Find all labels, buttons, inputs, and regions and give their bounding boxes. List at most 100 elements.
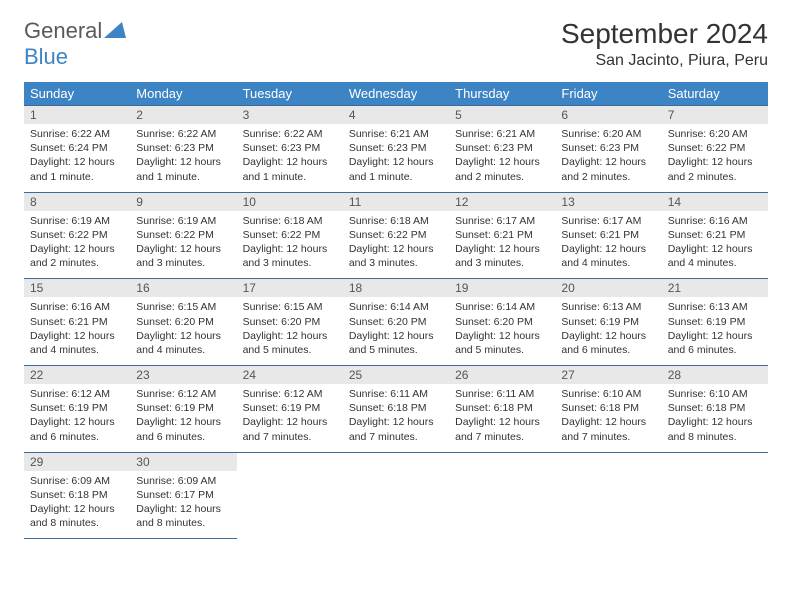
day-body: Sunrise: 6:21 AMSunset: 6:23 PMDaylight:… [343, 124, 449, 192]
day-number: 20 [555, 279, 661, 297]
day-cell: 23Sunrise: 6:12 AMSunset: 6:19 PMDayligh… [130, 366, 236, 453]
day-number: 10 [237, 193, 343, 211]
day-number: 17 [237, 279, 343, 297]
day-body: Sunrise: 6:10 AMSunset: 6:18 PMDaylight:… [555, 384, 661, 452]
day-body: Sunrise: 6:14 AMSunset: 6:20 PMDaylight:… [343, 297, 449, 365]
day-number: 27 [555, 366, 661, 384]
day-body: Sunrise: 6:16 AMSunset: 6:21 PMDaylight:… [24, 297, 130, 365]
day-body: Sunrise: 6:12 AMSunset: 6:19 PMDaylight:… [24, 384, 130, 452]
day-cell: .. [343, 452, 449, 539]
logo-text-blue: Blue [24, 44, 68, 69]
location: San Jacinto, Piura, Peru [561, 52, 768, 70]
day-cell: .. [662, 452, 768, 539]
day-body: Sunrise: 6:22 AMSunset: 6:23 PMDaylight:… [237, 124, 343, 192]
day-number: 9 [130, 193, 236, 211]
day-cell: 10Sunrise: 6:18 AMSunset: 6:22 PMDayligh… [237, 192, 343, 279]
day-cell: 15Sunrise: 6:16 AMSunset: 6:21 PMDayligh… [24, 279, 130, 366]
day-body: Sunrise: 6:16 AMSunset: 6:21 PMDaylight:… [662, 211, 768, 279]
week-row: 29Sunrise: 6:09 AMSunset: 6:18 PMDayligh… [24, 452, 768, 539]
month-title: September 2024 [561, 18, 768, 50]
day-number: 28 [662, 366, 768, 384]
day-body: Sunrise: 6:18 AMSunset: 6:22 PMDaylight:… [237, 211, 343, 279]
day-cell: 17Sunrise: 6:15 AMSunset: 6:20 PMDayligh… [237, 279, 343, 366]
day-cell: 22Sunrise: 6:12 AMSunset: 6:19 PMDayligh… [24, 366, 130, 453]
day-body: Sunrise: 6:20 AMSunset: 6:22 PMDaylight:… [662, 124, 768, 192]
day-cell: 19Sunrise: 6:14 AMSunset: 6:20 PMDayligh… [449, 279, 555, 366]
day-cell: 30Sunrise: 6:09 AMSunset: 6:17 PMDayligh… [130, 452, 236, 539]
day-body: Sunrise: 6:12 AMSunset: 6:19 PMDaylight:… [237, 384, 343, 452]
day-cell: 28Sunrise: 6:10 AMSunset: 6:18 PMDayligh… [662, 366, 768, 453]
day-number: 2 [130, 106, 236, 124]
day-body: Sunrise: 6:22 AMSunset: 6:24 PMDaylight:… [24, 124, 130, 192]
day-body: Sunrise: 6:10 AMSunset: 6:18 PMDaylight:… [662, 384, 768, 452]
day-body: Sunrise: 6:17 AMSunset: 6:21 PMDaylight:… [555, 211, 661, 279]
day-number: 3 [237, 106, 343, 124]
day-cell: 18Sunrise: 6:14 AMSunset: 6:20 PMDayligh… [343, 279, 449, 366]
day-cell: 26Sunrise: 6:11 AMSunset: 6:18 PMDayligh… [449, 366, 555, 453]
day-body: Sunrise: 6:22 AMSunset: 6:23 PMDaylight:… [130, 124, 236, 192]
week-row: 15Sunrise: 6:16 AMSunset: 6:21 PMDayligh… [24, 279, 768, 366]
header: General Blue September 2024 San Jacinto,… [24, 18, 768, 70]
day-number: 8 [24, 193, 130, 211]
logo-sail-icon [104, 22, 126, 38]
dow-wednesday: Wednesday [343, 82, 449, 106]
day-body: Sunrise: 6:11 AMSunset: 6:18 PMDaylight:… [343, 384, 449, 452]
day-number: 1 [24, 106, 130, 124]
day-cell: 8Sunrise: 6:19 AMSunset: 6:22 PMDaylight… [24, 192, 130, 279]
logo-text-general: General [24, 18, 102, 43]
day-number: 18 [343, 279, 449, 297]
day-cell: .. [555, 452, 661, 539]
day-number: 19 [449, 279, 555, 297]
day-cell: 4Sunrise: 6:21 AMSunset: 6:23 PMDaylight… [343, 106, 449, 193]
day-number: 15 [24, 279, 130, 297]
day-number: 22 [24, 366, 130, 384]
day-body: Sunrise: 6:19 AMSunset: 6:22 PMDaylight:… [24, 211, 130, 279]
day-cell: 9Sunrise: 6:19 AMSunset: 6:22 PMDaylight… [130, 192, 236, 279]
day-cell: 1Sunrise: 6:22 AMSunset: 6:24 PMDaylight… [24, 106, 130, 193]
day-cell: 2Sunrise: 6:22 AMSunset: 6:23 PMDaylight… [130, 106, 236, 193]
day-body: Sunrise: 6:11 AMSunset: 6:18 PMDaylight:… [449, 384, 555, 452]
day-body: Sunrise: 6:15 AMSunset: 6:20 PMDaylight:… [237, 297, 343, 365]
day-number: 29 [24, 453, 130, 471]
dow-friday: Friday [555, 82, 661, 106]
day-body: Sunrise: 6:20 AMSunset: 6:23 PMDaylight:… [555, 124, 661, 192]
day-number: 13 [555, 193, 661, 211]
day-cell: 27Sunrise: 6:10 AMSunset: 6:18 PMDayligh… [555, 366, 661, 453]
day-number: 5 [449, 106, 555, 124]
dow-monday: Monday [130, 82, 236, 106]
day-cell: .. [449, 452, 555, 539]
day-number: 30 [130, 453, 236, 471]
dow-sunday: Sunday [24, 82, 130, 106]
day-cell: 5Sunrise: 6:21 AMSunset: 6:23 PMDaylight… [449, 106, 555, 193]
day-number: 7 [662, 106, 768, 124]
day-number: 16 [130, 279, 236, 297]
title-block: September 2024 San Jacinto, Piura, Peru [561, 18, 768, 70]
day-number: 14 [662, 193, 768, 211]
day-body: Sunrise: 6:15 AMSunset: 6:20 PMDaylight:… [130, 297, 236, 365]
day-number: 12 [449, 193, 555, 211]
day-cell: 6Sunrise: 6:20 AMSunset: 6:23 PMDaylight… [555, 106, 661, 193]
day-body: Sunrise: 6:09 AMSunset: 6:17 PMDaylight:… [130, 471, 236, 539]
week-row: 22Sunrise: 6:12 AMSunset: 6:19 PMDayligh… [24, 366, 768, 453]
calendar-table: Sunday Monday Tuesday Wednesday Thursday… [24, 82, 768, 539]
dow-tuesday: Tuesday [237, 82, 343, 106]
day-cell: 13Sunrise: 6:17 AMSunset: 6:21 PMDayligh… [555, 192, 661, 279]
day-cell: 11Sunrise: 6:18 AMSunset: 6:22 PMDayligh… [343, 192, 449, 279]
week-row: 8Sunrise: 6:19 AMSunset: 6:22 PMDaylight… [24, 192, 768, 279]
day-cell: 12Sunrise: 6:17 AMSunset: 6:21 PMDayligh… [449, 192, 555, 279]
dow-row: Sunday Monday Tuesday Wednesday Thursday… [24, 82, 768, 106]
week-row: 1Sunrise: 6:22 AMSunset: 6:24 PMDaylight… [24, 106, 768, 193]
day-body: Sunrise: 6:09 AMSunset: 6:18 PMDaylight:… [24, 471, 130, 539]
day-cell: 14Sunrise: 6:16 AMSunset: 6:21 PMDayligh… [662, 192, 768, 279]
day-cell: 21Sunrise: 6:13 AMSunset: 6:19 PMDayligh… [662, 279, 768, 366]
day-cell: .. [237, 452, 343, 539]
day-body: Sunrise: 6:18 AMSunset: 6:22 PMDaylight:… [343, 211, 449, 279]
day-cell: 24Sunrise: 6:12 AMSunset: 6:19 PMDayligh… [237, 366, 343, 453]
day-cell: 25Sunrise: 6:11 AMSunset: 6:18 PMDayligh… [343, 366, 449, 453]
day-cell: 20Sunrise: 6:13 AMSunset: 6:19 PMDayligh… [555, 279, 661, 366]
day-body: Sunrise: 6:13 AMSunset: 6:19 PMDaylight:… [662, 297, 768, 365]
day-cell: 29Sunrise: 6:09 AMSunset: 6:18 PMDayligh… [24, 452, 130, 539]
day-number: 26 [449, 366, 555, 384]
dow-thursday: Thursday [449, 82, 555, 106]
day-body: Sunrise: 6:12 AMSunset: 6:19 PMDaylight:… [130, 384, 236, 452]
